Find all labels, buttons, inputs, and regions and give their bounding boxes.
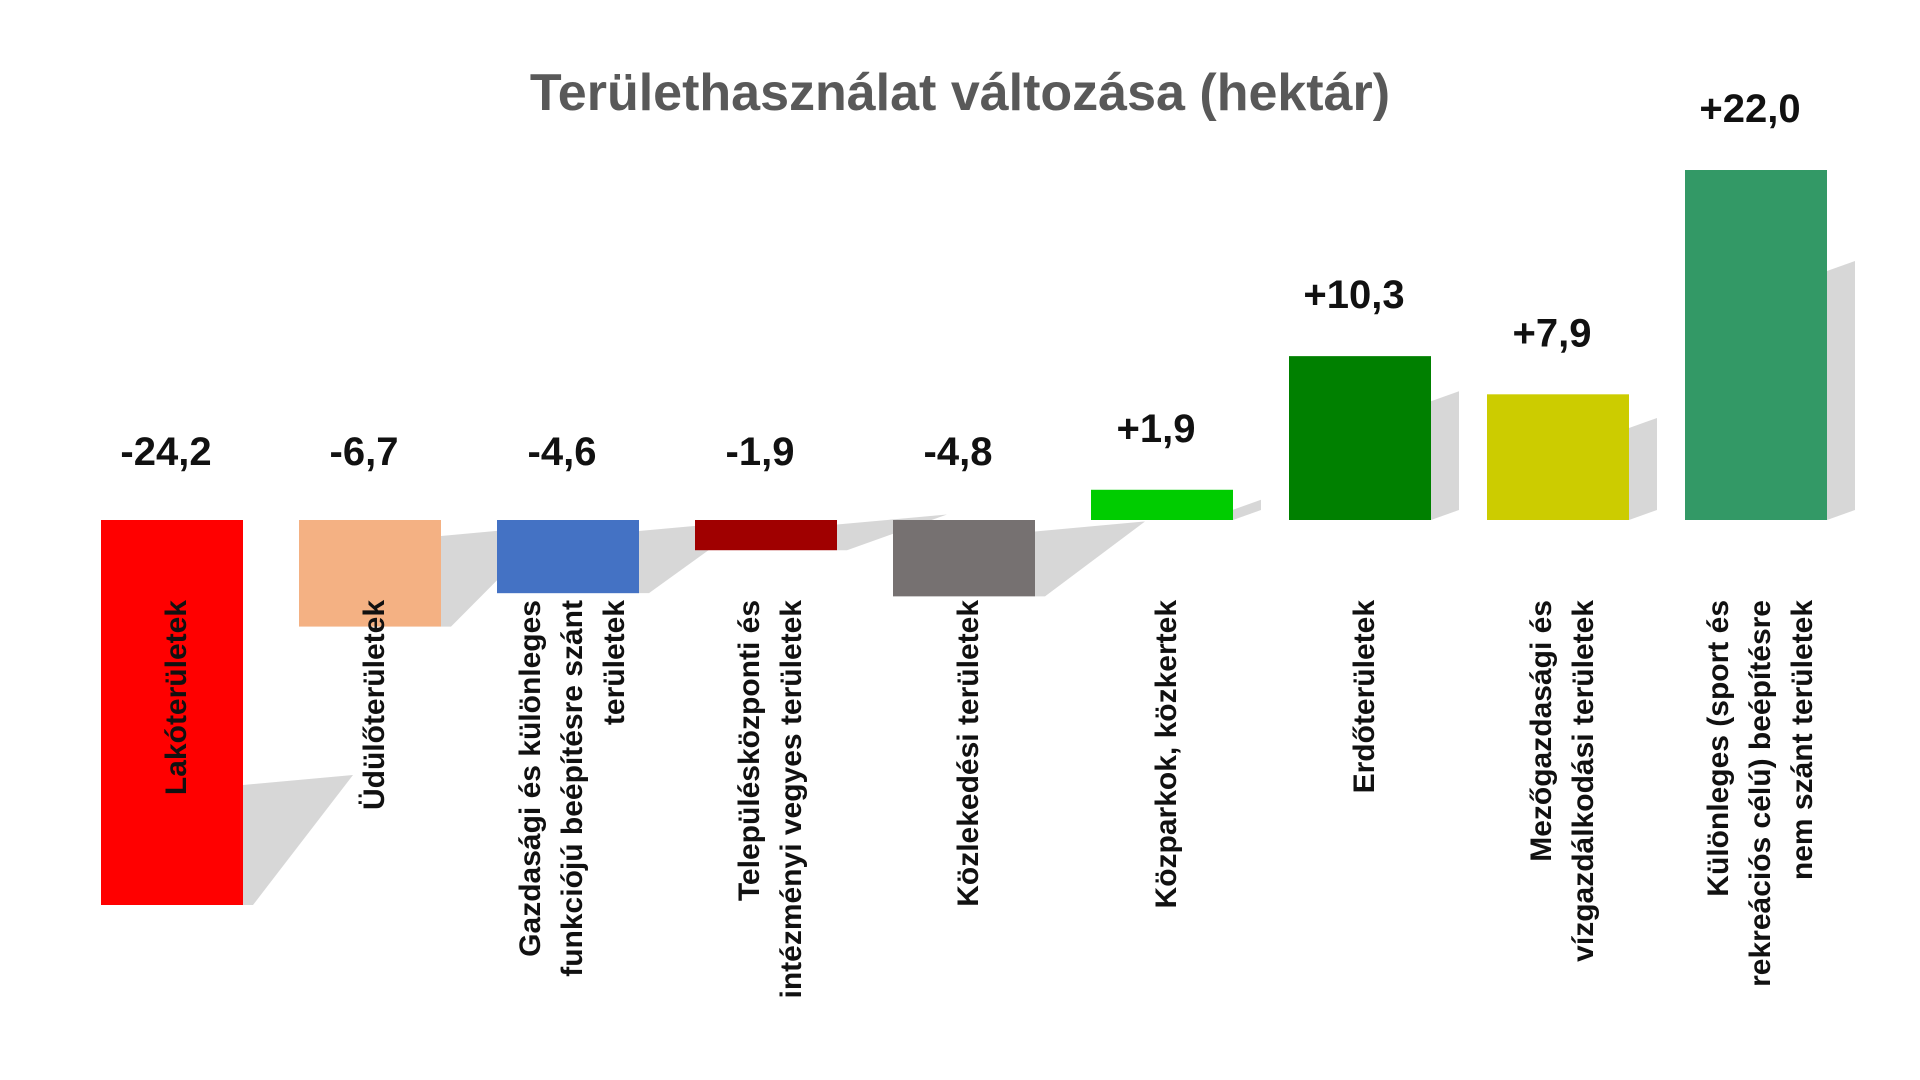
bar xyxy=(1289,356,1431,520)
category-label-line: Különleges (sport és xyxy=(1702,600,1735,897)
bars xyxy=(101,170,1827,905)
category-label-line: funkciójú beépítésre szánt xyxy=(556,600,589,977)
bar xyxy=(101,520,243,905)
category-label: Gazdasági és különleges funkciójú beépíté… xyxy=(514,600,631,977)
bar-shadow xyxy=(1233,499,1261,520)
category-label: Közparkok, közkertek xyxy=(1150,600,1183,909)
bar xyxy=(1685,170,1827,520)
category-label-line: Közparkok, közkertek xyxy=(1150,600,1183,909)
category-label: Településközponti és intézményi vegyes te… xyxy=(733,600,808,999)
category-label-line: Üdülőterületek xyxy=(358,600,391,810)
category-label-line: Gazdasági és különleges xyxy=(514,600,547,957)
value-label: -6,7 xyxy=(330,430,399,474)
category-label-line: Településközponti és xyxy=(733,600,766,901)
bar xyxy=(299,520,441,627)
value-label: +10,3 xyxy=(1303,273,1404,317)
bar xyxy=(497,520,639,594)
value-label: -4,6 xyxy=(528,430,597,474)
category-label-line: vízgazdálkodási területek xyxy=(1567,600,1600,962)
value-label: -4,8 xyxy=(924,430,993,474)
category-label: Üdülőterületek xyxy=(358,600,391,810)
category-label-line: Mezőgazdasági és xyxy=(1525,600,1558,862)
bar xyxy=(1487,394,1629,520)
category-label-line: Közlekedési területek xyxy=(952,600,985,907)
bar-shadows xyxy=(243,261,1855,905)
bar xyxy=(893,520,1035,597)
category-label-line: intézményi vegyes területek xyxy=(775,600,808,999)
category-label-line: területek xyxy=(598,600,631,725)
category-label: Erdőterületek xyxy=(1348,600,1381,794)
category-label-line: Erdőterületek xyxy=(1348,600,1381,794)
value-label: +22,0 xyxy=(1699,87,1800,131)
value-label: -24,2 xyxy=(120,430,211,474)
category-label: Közlekedési területek xyxy=(952,600,985,907)
category-label: Különleges (sport és rekreációs célú) beé… xyxy=(1702,600,1819,987)
category-label-line: rekreációs célú) beépítésre xyxy=(1744,600,1777,987)
category-labels: Lakóterületek Üdülőterületek Gazdasági és … xyxy=(160,600,1819,999)
category-label-line: nem szánt területek xyxy=(1786,600,1819,880)
bar-shadow xyxy=(1827,261,1855,520)
chart-title: Területhasználat változása (hektár) xyxy=(530,64,1390,122)
category-label: Mezőgazdasági és vízgazdálkodási területe… xyxy=(1525,600,1600,962)
bar xyxy=(695,520,837,551)
value-labels: -24,2 -6,7 -4,6 -1,9 -4,8 +1,9 +10,3 +7,9 +22,0 xyxy=(120,87,1800,474)
category-label: Lakóterületek xyxy=(160,600,193,795)
bar-shadow xyxy=(1431,391,1459,520)
bar-shadow xyxy=(1629,418,1657,520)
value-label: +1,9 xyxy=(1117,407,1196,451)
bar xyxy=(1091,489,1233,520)
value-label: -1,9 xyxy=(726,430,795,474)
category-label-line: Lakóterületek xyxy=(160,600,193,795)
bar-shadow xyxy=(243,775,353,905)
value-label: +7,9 xyxy=(1513,311,1592,355)
bar-shadow xyxy=(1035,521,1145,597)
